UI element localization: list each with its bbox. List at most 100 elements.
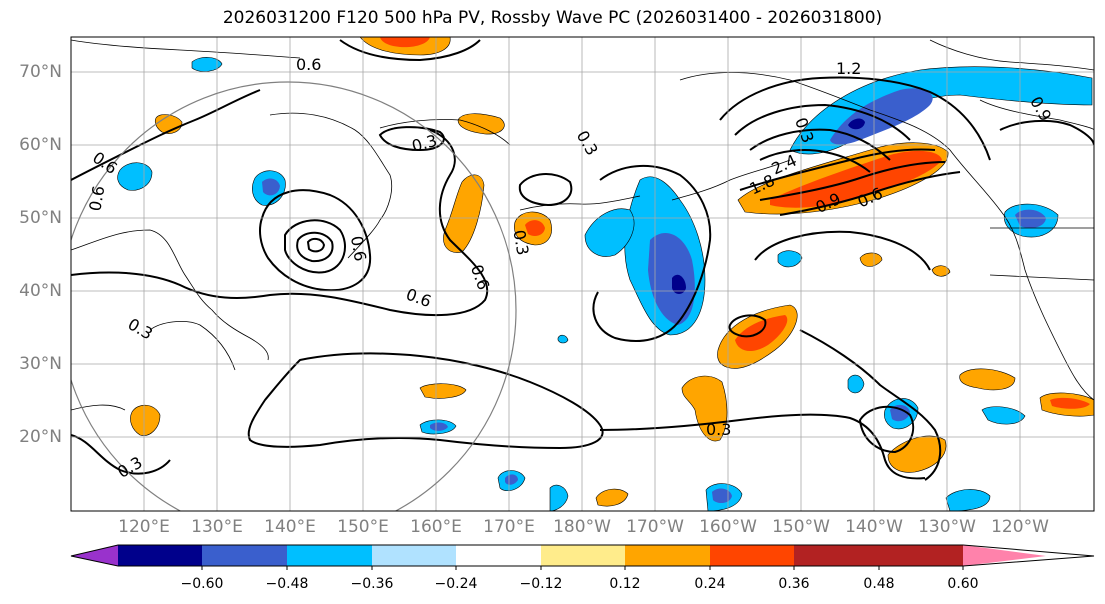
contour-westpac-large — [71, 129, 489, 317]
colorbar-tick-label: −0.12 — [519, 576, 563, 592]
domain-circle — [71, 81, 517, 511]
lon-label-130w: 130°W — [918, 517, 976, 537]
contour-ridge-alaska-2 — [734, 103, 911, 141]
colorbar-segment — [456, 545, 541, 566]
pv-shading-layer — [117, 37, 1094, 511]
positive-anomaly-mexico-core — [1050, 397, 1090, 409]
map-title: 2026031200 F120 500 hPa PV, Rossby Wave … — [222, 8, 883, 28]
contour-tropical-west — [71, 434, 171, 475]
colorbar-tick-label: −0.60 — [180, 576, 224, 592]
negative-anomaly-south-3 — [549, 484, 569, 511]
negative-anomaly-kamchatka-core — [262, 178, 280, 196]
negative-anomaly-south-2-core — [505, 474, 518, 485]
contour-south-loop — [599, 413, 926, 480]
contour-subtropical — [247, 352, 604, 450]
lat-label-50n: 50°N — [19, 208, 62, 228]
colorbar-segment-last — [879, 545, 963, 566]
lat-label-30n: 30°N — [19, 354, 62, 374]
contour-jet-1 — [739, 148, 936, 191]
negative-anomaly-central-pacific-peak — [672, 274, 686, 294]
negative-anomaly-east-1-core — [890, 404, 910, 422]
contour-jet-2 — [759, 161, 946, 201]
contour-label: 0.3 — [114, 453, 146, 482]
lon-label-150e: 150°E — [337, 517, 389, 537]
coastline-aleutians — [519, 195, 641, 211]
lon-label-170e: 170°E — [483, 517, 535, 537]
colorbar-tick-label: −0.24 — [434, 576, 478, 592]
us-border — [989, 227, 1094, 281]
positive-anomaly-small-3 — [595, 488, 629, 507]
negative-anomaly-alaska-core — [830, 88, 933, 145]
positive-anomaly-subtropical-core — [735, 315, 788, 352]
contour-label: 0.3 — [706, 420, 731, 439]
negative-anomaly-east-4 — [945, 489, 991, 511]
contour-label: 1.2 — [836, 59, 861, 78]
colorbar-ticks — [201, 566, 964, 570]
coastline-layer — [71, 39, 1094, 411]
contour-north-arc — [71, 89, 261, 181]
contour-east-oval — [858, 405, 915, 454]
negative-anomaly-small-4 — [557, 334, 569, 344]
contour-trough-east — [592, 164, 712, 342]
colorbar-segment — [118, 545, 202, 566]
lon-label-140w: 140°W — [845, 517, 903, 537]
contour-ridge-alaska-4 — [759, 149, 871, 173]
contour-arctic-ring — [339, 39, 481, 62]
colorbar-segment — [202, 545, 287, 566]
coastline-asia — [71, 229, 269, 411]
contour-cutoff-low-inner — [296, 231, 334, 263]
negative-anomaly-east-3 — [777, 250, 803, 268]
colorbar-outline — [70, 544, 1095, 567]
contour-label: 0.6 — [467, 262, 494, 292]
contour-jet-3 — [779, 171, 961, 216]
coastline-siberia-north — [71, 39, 511, 146]
contour-label: 0.3 — [509, 228, 532, 256]
colorbar-tick-label: 0.48 — [863, 576, 895, 592]
positive-anomaly-small-2 — [931, 265, 951, 277]
graticule — [71, 37, 1094, 511]
lat-label-70n: 70°N — [19, 62, 62, 82]
contour-label: 0.3 — [410, 131, 440, 156]
contour-label: 0.3 — [125, 314, 157, 343]
positive-anomaly-hawaii-west — [419, 383, 467, 399]
contour-dateline-ring — [518, 173, 573, 207]
colorbar-tick-label: −0.36 — [350, 576, 394, 592]
contour-label: 0.6 — [347, 234, 370, 262]
contour-cutoff-low-core — [306, 237, 326, 253]
positive-anomaly-east — [887, 435, 947, 473]
lat-label-40n: 40°N — [19, 281, 62, 301]
colorbar-extend-min — [71, 545, 118, 566]
colorbar-segment — [541, 545, 625, 566]
coastline-bering — [671, 159, 791, 201]
colorbar — [70, 544, 1095, 570]
lon-label-180w: 180°W — [553, 517, 611, 537]
colorbar-tick-label: −0.48 — [265, 576, 309, 592]
lon-label-120w: 120°W — [991, 517, 1049, 537]
positive-anomaly-okhotsk — [457, 113, 505, 135]
lon-label-140e: 140°E — [264, 517, 316, 537]
contour-label: 0.6 — [403, 285, 433, 312]
coastline-kamchatka — [269, 112, 393, 259]
contour-small-ring — [728, 314, 767, 338]
lat-label-20n: 20°N — [19, 427, 62, 447]
colorbar-tick-label: 0.12 — [609, 576, 641, 592]
positive-anomaly-small-1 — [859, 252, 883, 267]
negative-anomaly-west-branch — [584, 208, 635, 257]
lat-label-60n: 60°N — [19, 135, 62, 155]
map-frame — [70, 36, 1095, 512]
contour-label: 0.6 — [89, 148, 121, 178]
negative-anomaly-siberia — [117, 162, 153, 191]
lon-label-130e: 130°E — [191, 517, 243, 537]
colorbar-tick-label: 0.60 — [947, 576, 979, 592]
contour-cutoff-low-mid — [284, 219, 346, 274]
negative-anomaly-east-2 — [981, 406, 1026, 425]
lon-label-160e: 160°E — [410, 517, 462, 537]
negative-anomaly-south-4-core — [712, 488, 732, 504]
lon-label-120e: 120°E — [118, 517, 170, 537]
positive-anomaly-north-core — [380, 37, 430, 48]
colorbar-segment — [710, 545, 794, 566]
negative-anomaly-alaska-peak — [848, 118, 865, 130]
lon-label-150w: 150°W — [772, 517, 830, 537]
coastline-alaska — [679, 72, 1094, 401]
colorbar-segment — [372, 545, 456, 566]
